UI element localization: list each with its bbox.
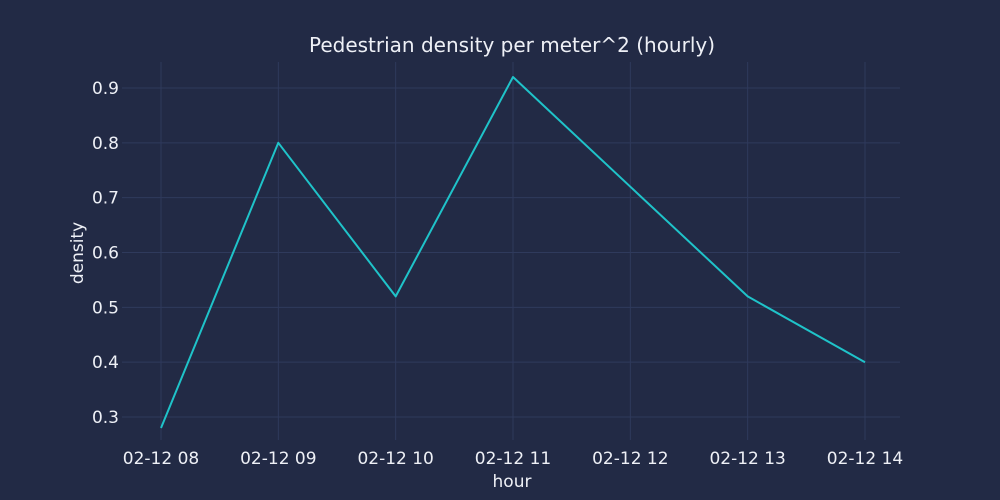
y-tick-label: 0.6 [92,244,119,264]
x-tick-label: 02-12 09 [240,449,316,469]
ticks-layer: 0.3 0.4 0.5 0.6 0.7 0.8 0.9 02-12 08 02-12 09 02-… [92,79,903,469]
x-tick-label: 02-12 08 [123,449,199,469]
x-tick-label: 02-12 12 [592,449,668,469]
y-tick-label: 0.3 [92,408,119,428]
x-tick-label: 02-12 11 [475,449,551,469]
y-tick-label: 0.8 [92,134,119,154]
y-tick-label: 0.9 [92,79,119,99]
series-line [160,76,866,429]
y-axis-label: density [68,222,88,284]
y-tick-label: 0.4 [92,353,119,373]
y-tick-label: 0.7 [92,189,119,209]
x-tick-label: 02-12 10 [357,449,433,469]
x-tick-label: 02-12 13 [709,449,785,469]
x-tick-label: 02-12 14 [827,449,903,469]
y-tick-label: 0.5 [92,298,119,318]
chart-title: Pedestrian density per meter^2 (hourly) [309,33,715,57]
grid-layer [122,62,900,440]
series-layer [160,76,866,429]
x-axis-label: hour [493,472,532,492]
